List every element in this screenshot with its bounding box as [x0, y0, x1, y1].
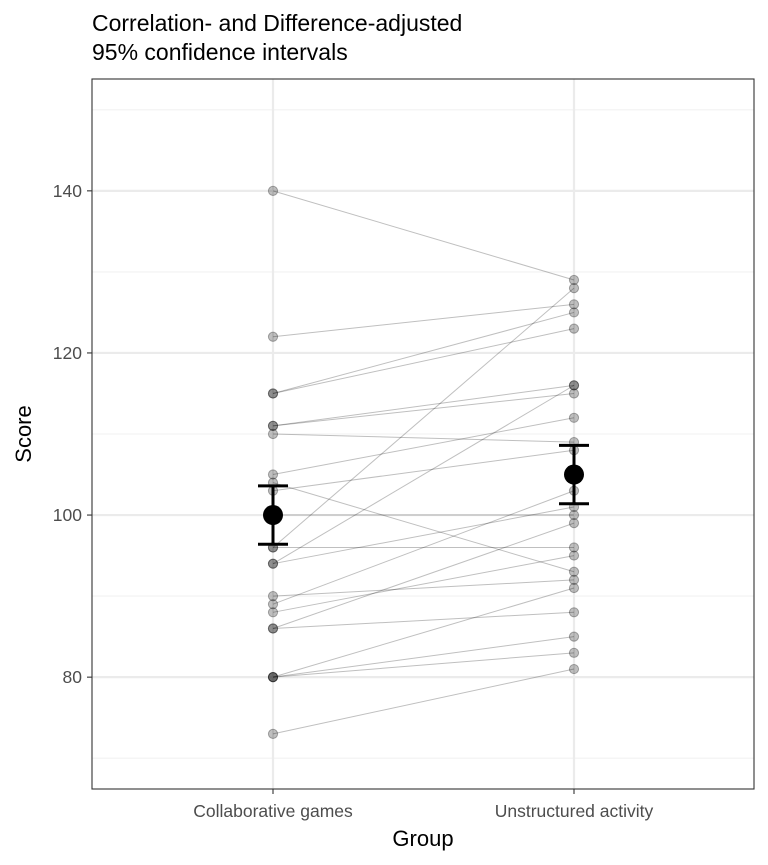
data-point	[568, 380, 580, 391]
subject-line	[272, 611, 575, 630]
data-point	[568, 283, 580, 294]
data-point	[568, 647, 580, 658]
subject-line	[272, 384, 575, 427]
data-point	[568, 607, 580, 618]
data-point	[267, 469, 279, 480]
data-point	[267, 185, 279, 196]
data-point	[568, 631, 580, 642]
data-point	[568, 307, 580, 318]
mean-marker	[263, 505, 283, 526]
y-axis-title: Score	[11, 405, 36, 462]
data-point	[267, 558, 279, 569]
data-point	[267, 623, 279, 634]
data-point	[568, 274, 580, 286]
chart-title-line-2: 95% confidence intervals	[92, 39, 348, 65]
x-axis-title: Group	[392, 826, 453, 851]
data-point	[568, 412, 580, 423]
data-point	[267, 607, 279, 618]
mean-marker	[564, 464, 584, 485]
y-axis: 80 100 120 140	[53, 181, 92, 687]
subject-line	[272, 384, 575, 565]
data-point	[267, 728, 279, 739]
subject-line	[272, 587, 575, 678]
data-point	[568, 582, 580, 594]
subject-line	[272, 490, 575, 605]
summary-markers	[258, 443, 589, 546]
data-point	[267, 388, 279, 399]
data-point	[267, 623, 279, 634]
grid	[92, 79, 754, 789]
data-point	[267, 672, 279, 683]
data-point	[568, 663, 580, 675]
data-point	[568, 380, 580, 391]
subject-line	[272, 652, 575, 678]
subject-points	[267, 185, 580, 739]
subject-line	[272, 328, 575, 394]
subject-lines	[272, 190, 575, 735]
data-point	[568, 542, 580, 553]
subject-line	[272, 636, 575, 678]
data-point	[267, 591, 279, 602]
data-point	[267, 420, 279, 431]
subject-line	[272, 392, 575, 427]
subject-line	[272, 668, 575, 735]
subject-line	[272, 555, 575, 613]
subject-line	[272, 311, 575, 394]
subject-line	[272, 417, 575, 476]
data-point	[267, 388, 279, 399]
data-point	[267, 558, 279, 569]
y-tick-label: 120	[53, 343, 82, 363]
y-tick-label: 100	[53, 505, 82, 525]
subject-line	[272, 433, 575, 443]
data-point	[267, 420, 279, 431]
data-point	[267, 672, 279, 683]
data-point	[568, 518, 580, 529]
data-point	[568, 509, 580, 521]
data-point	[267, 672, 279, 683]
data-point	[267, 428, 279, 440]
x-tick-label: Collaborative games	[193, 801, 353, 821]
subject-line	[272, 482, 575, 573]
subject-line	[272, 190, 575, 281]
chart-title-line-1: Correlation- and Difference-adjusted	[92, 10, 462, 36]
data-point	[267, 331, 279, 342]
data-point	[568, 550, 580, 561]
y-tick-label: 140	[53, 181, 82, 201]
x-axis: Collaborative games Unstructured activity	[193, 789, 654, 821]
subject-line	[272, 579, 575, 597]
subject-line	[272, 303, 575, 338]
panel-border	[91, 78, 755, 790]
data-point	[267, 599, 279, 610]
subject-line	[272, 522, 575, 629]
subject-line	[272, 287, 575, 548]
y-tick-label: 80	[63, 667, 83, 687]
data-point	[568, 566, 580, 577]
subject-line	[272, 449, 575, 492]
subject-line	[272, 506, 575, 565]
data-point	[568, 574, 580, 585]
data-point	[568, 299, 580, 310]
data-point	[568, 388, 580, 399]
data-point	[568, 323, 580, 334]
x-tick-label: Unstructured activity	[495, 801, 654, 821]
